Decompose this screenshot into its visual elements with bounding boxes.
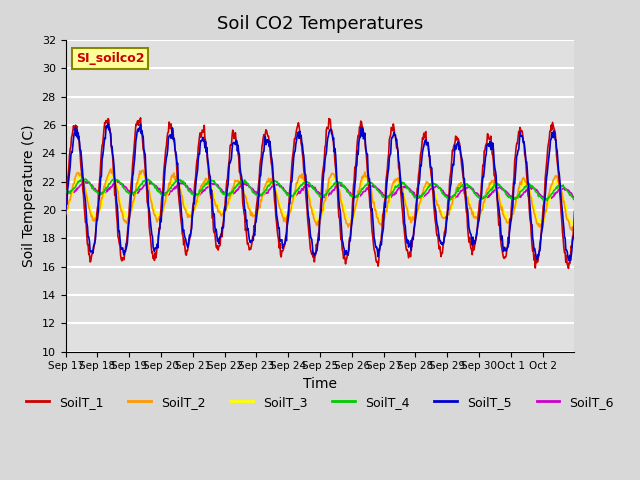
SoilT_6 <box>115 178 122 184</box>
SoilT_5 <box>565 258 573 264</box>
SoilT_5 <box>373 244 381 250</box>
SoilT_1 <box>373 259 381 265</box>
SoilT_4 <box>122 188 130 194</box>
X-axis label: Time: Time <box>303 377 337 391</box>
Line: SoilT_2: SoilT_2 <box>65 169 575 230</box>
SoilT_4 <box>571 195 579 201</box>
SoilT_2 <box>122 218 130 224</box>
SoilT_2 <box>107 166 115 172</box>
SoilT_1 <box>571 208 579 214</box>
SoilT_5 <box>122 246 130 252</box>
SoilT_3 <box>241 189 248 195</box>
SoilT_3 <box>61 209 69 215</box>
SoilT_1 <box>241 213 248 219</box>
SoilT_4 <box>373 187 381 192</box>
SoilT_5 <box>216 235 223 240</box>
SoilT_2 <box>216 209 223 215</box>
SoilT_5 <box>260 148 268 154</box>
Text: SI_soilco2: SI_soilco2 <box>76 52 144 65</box>
SoilT_6 <box>571 194 579 200</box>
Title: Soil CO2 Temperatures: Soil CO2 Temperatures <box>217 15 423 33</box>
SoilT_4 <box>241 177 248 183</box>
SoilT_2 <box>241 192 248 198</box>
SoilT_1 <box>61 204 69 209</box>
SoilT_3 <box>401 197 409 203</box>
SoilT_6 <box>260 192 268 198</box>
SoilT_5 <box>241 207 248 213</box>
SoilT_6 <box>401 184 409 190</box>
SoilT_4 <box>401 182 409 188</box>
SoilT_3 <box>571 219 579 225</box>
Line: SoilT_3: SoilT_3 <box>65 174 575 226</box>
SoilT_3 <box>109 171 116 177</box>
SoilT_3 <box>122 212 130 218</box>
SoilT_4 <box>543 197 551 203</box>
SoilT_2 <box>568 228 575 233</box>
Line: SoilT_1: SoilT_1 <box>65 118 575 268</box>
SoilT_5 <box>401 223 409 229</box>
SoilT_1 <box>260 132 268 137</box>
Line: SoilT_6: SoilT_6 <box>65 181 575 200</box>
SoilT_2 <box>401 200 409 206</box>
SoilT_3 <box>260 190 268 196</box>
SoilT_6 <box>216 186 223 192</box>
SoilT_1 <box>216 243 223 249</box>
SoilT_3 <box>568 223 575 228</box>
SoilT_2 <box>61 212 69 217</box>
SoilT_1 <box>401 238 409 243</box>
SoilT_6 <box>544 197 552 203</box>
SoilT_4 <box>78 176 86 181</box>
SoilT_1 <box>137 115 145 120</box>
Legend: SoilT_1, SoilT_2, SoilT_3, SoilT_4, SoilT_5, SoilT_6: SoilT_1, SoilT_2, SoilT_3, SoilT_4, Soil… <box>21 391 619 414</box>
SoilT_3 <box>373 208 381 214</box>
SoilT_5 <box>571 224 579 230</box>
Y-axis label: Soil Temperature (C): Soil Temperature (C) <box>22 125 36 267</box>
SoilT_5 <box>104 120 112 126</box>
SoilT_6 <box>241 180 248 186</box>
SoilT_4 <box>216 185 223 191</box>
SoilT_2 <box>260 185 268 191</box>
SoilT_2 <box>571 223 579 229</box>
SoilT_4 <box>61 188 69 194</box>
SoilT_3 <box>216 207 223 213</box>
SoilT_6 <box>373 185 381 191</box>
SoilT_2 <box>373 215 381 220</box>
Line: SoilT_4: SoilT_4 <box>65 179 575 200</box>
SoilT_6 <box>122 184 130 190</box>
SoilT_6 <box>61 188 69 194</box>
SoilT_5 <box>61 213 69 218</box>
SoilT_1 <box>564 265 572 271</box>
SoilT_1 <box>122 249 129 254</box>
SoilT_4 <box>260 190 268 196</box>
Line: SoilT_5: SoilT_5 <box>65 123 575 261</box>
